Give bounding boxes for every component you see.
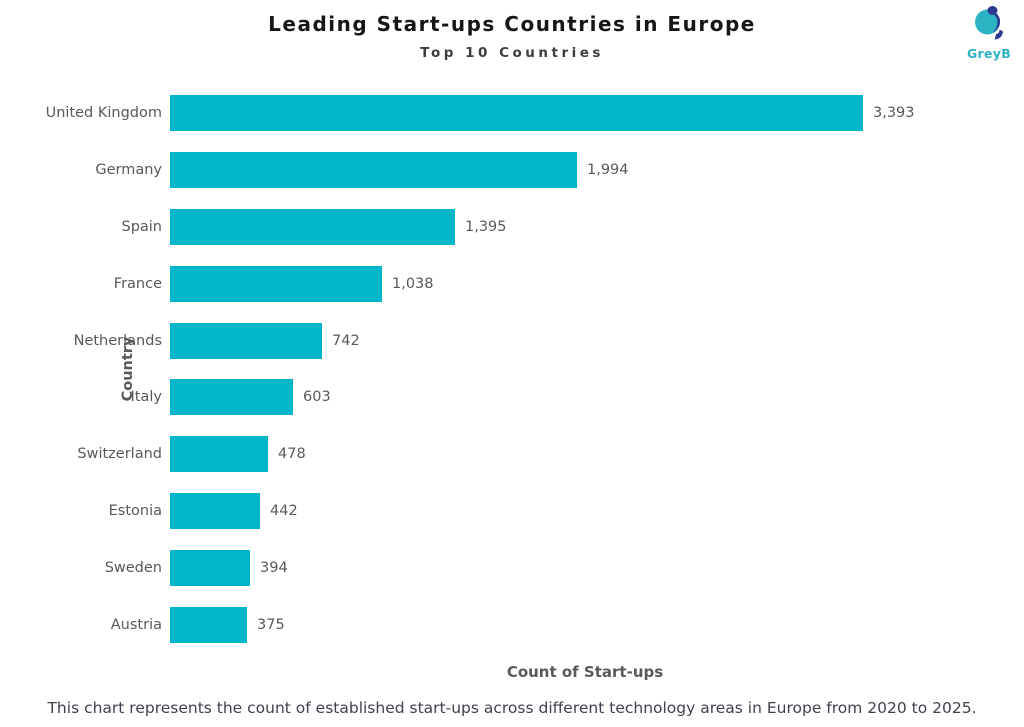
- bar-rows: United Kingdom 3,393 Germany 1,994 Spain 1,39…: [0, 85, 1024, 653]
- bar: [170, 379, 293, 416]
- bar-row: Netherlands 742: [0, 312, 1024, 369]
- bar: [170, 549, 250, 586]
- value-label: 442: [270, 502, 298, 519]
- category-label: Italy: [130, 389, 162, 406]
- category-label: Germany: [95, 162, 162, 179]
- value-label: 1,038: [392, 275, 434, 292]
- bar-track: 1,395: [170, 199, 1024, 256]
- greyb-logo: GreyB: [966, 4, 1012, 61]
- bar-track: 394: [170, 539, 1024, 596]
- bar-track: 1,038: [170, 255, 1024, 312]
- bar: [170, 606, 247, 643]
- bar-track: 442: [170, 483, 1024, 540]
- value-label: 394: [260, 559, 288, 576]
- value-label: 1,395: [465, 218, 507, 235]
- bar-row: Austria 375: [0, 596, 1024, 653]
- bar-row: Italy 603: [0, 369, 1024, 426]
- category-label: Spain: [121, 218, 162, 235]
- bar: [170, 95, 863, 132]
- category-label: Sweden: [104, 559, 162, 576]
- category-label: Austria: [110, 616, 162, 633]
- bar: [170, 436, 268, 473]
- greyb-logo-text: GreyB: [966, 46, 1012, 61]
- bar-row: United Kingdom 3,393: [0, 85, 1024, 142]
- bar-track: 3,393: [170, 85, 1024, 142]
- value-label: 3,393: [873, 105, 915, 122]
- category-label: France: [113, 275, 162, 292]
- bar: [170, 208, 455, 245]
- value-label: 375: [257, 616, 285, 633]
- bar: [170, 492, 260, 529]
- chart-title: Leading Start-ups Countries in Europe: [268, 12, 756, 36]
- value-label: 603: [303, 389, 331, 406]
- category-label: Switzerland: [77, 446, 162, 463]
- bar-chart: Country United Kingdom 3,393 Germany 1,994 S…: [0, 85, 1024, 653]
- bar-track: 1,994: [170, 142, 1024, 199]
- greyb-logo-icon: [971, 6, 1007, 48]
- value-label: 1,994: [587, 162, 629, 179]
- bar-track: 742: [170, 312, 1024, 369]
- category-label: United Kingdom: [45, 105, 162, 122]
- bar: [170, 265, 382, 302]
- bar-row: Estonia 442: [0, 483, 1024, 540]
- chart-caption: This chart represents the count of estab…: [47, 699, 977, 717]
- category-label: Estonia: [108, 502, 162, 519]
- bar: [170, 322, 322, 359]
- bar-track: 478: [170, 426, 1024, 483]
- value-label: 478: [278, 446, 306, 463]
- bar-track: 603: [170, 369, 1024, 426]
- bar-row: Spain 1,395: [0, 199, 1024, 256]
- bar: [170, 152, 577, 189]
- chart-subtitle: Top 10 Countries: [420, 45, 604, 61]
- category-label: Netherlands: [73, 332, 162, 349]
- value-label: 742: [332, 332, 360, 349]
- bar-row: France 1,038: [0, 255, 1024, 312]
- bar-row: Switzerland 478: [0, 426, 1024, 483]
- x-axis-label: Count of Start-ups: [506, 663, 664, 681]
- bar-row: Sweden 394: [0, 539, 1024, 596]
- bar-row: Germany 1,994: [0, 142, 1024, 199]
- bar-track: 375: [170, 596, 1024, 653]
- chart-header: Leading Start-ups Countries in Europe To…: [0, 12, 1024, 61]
